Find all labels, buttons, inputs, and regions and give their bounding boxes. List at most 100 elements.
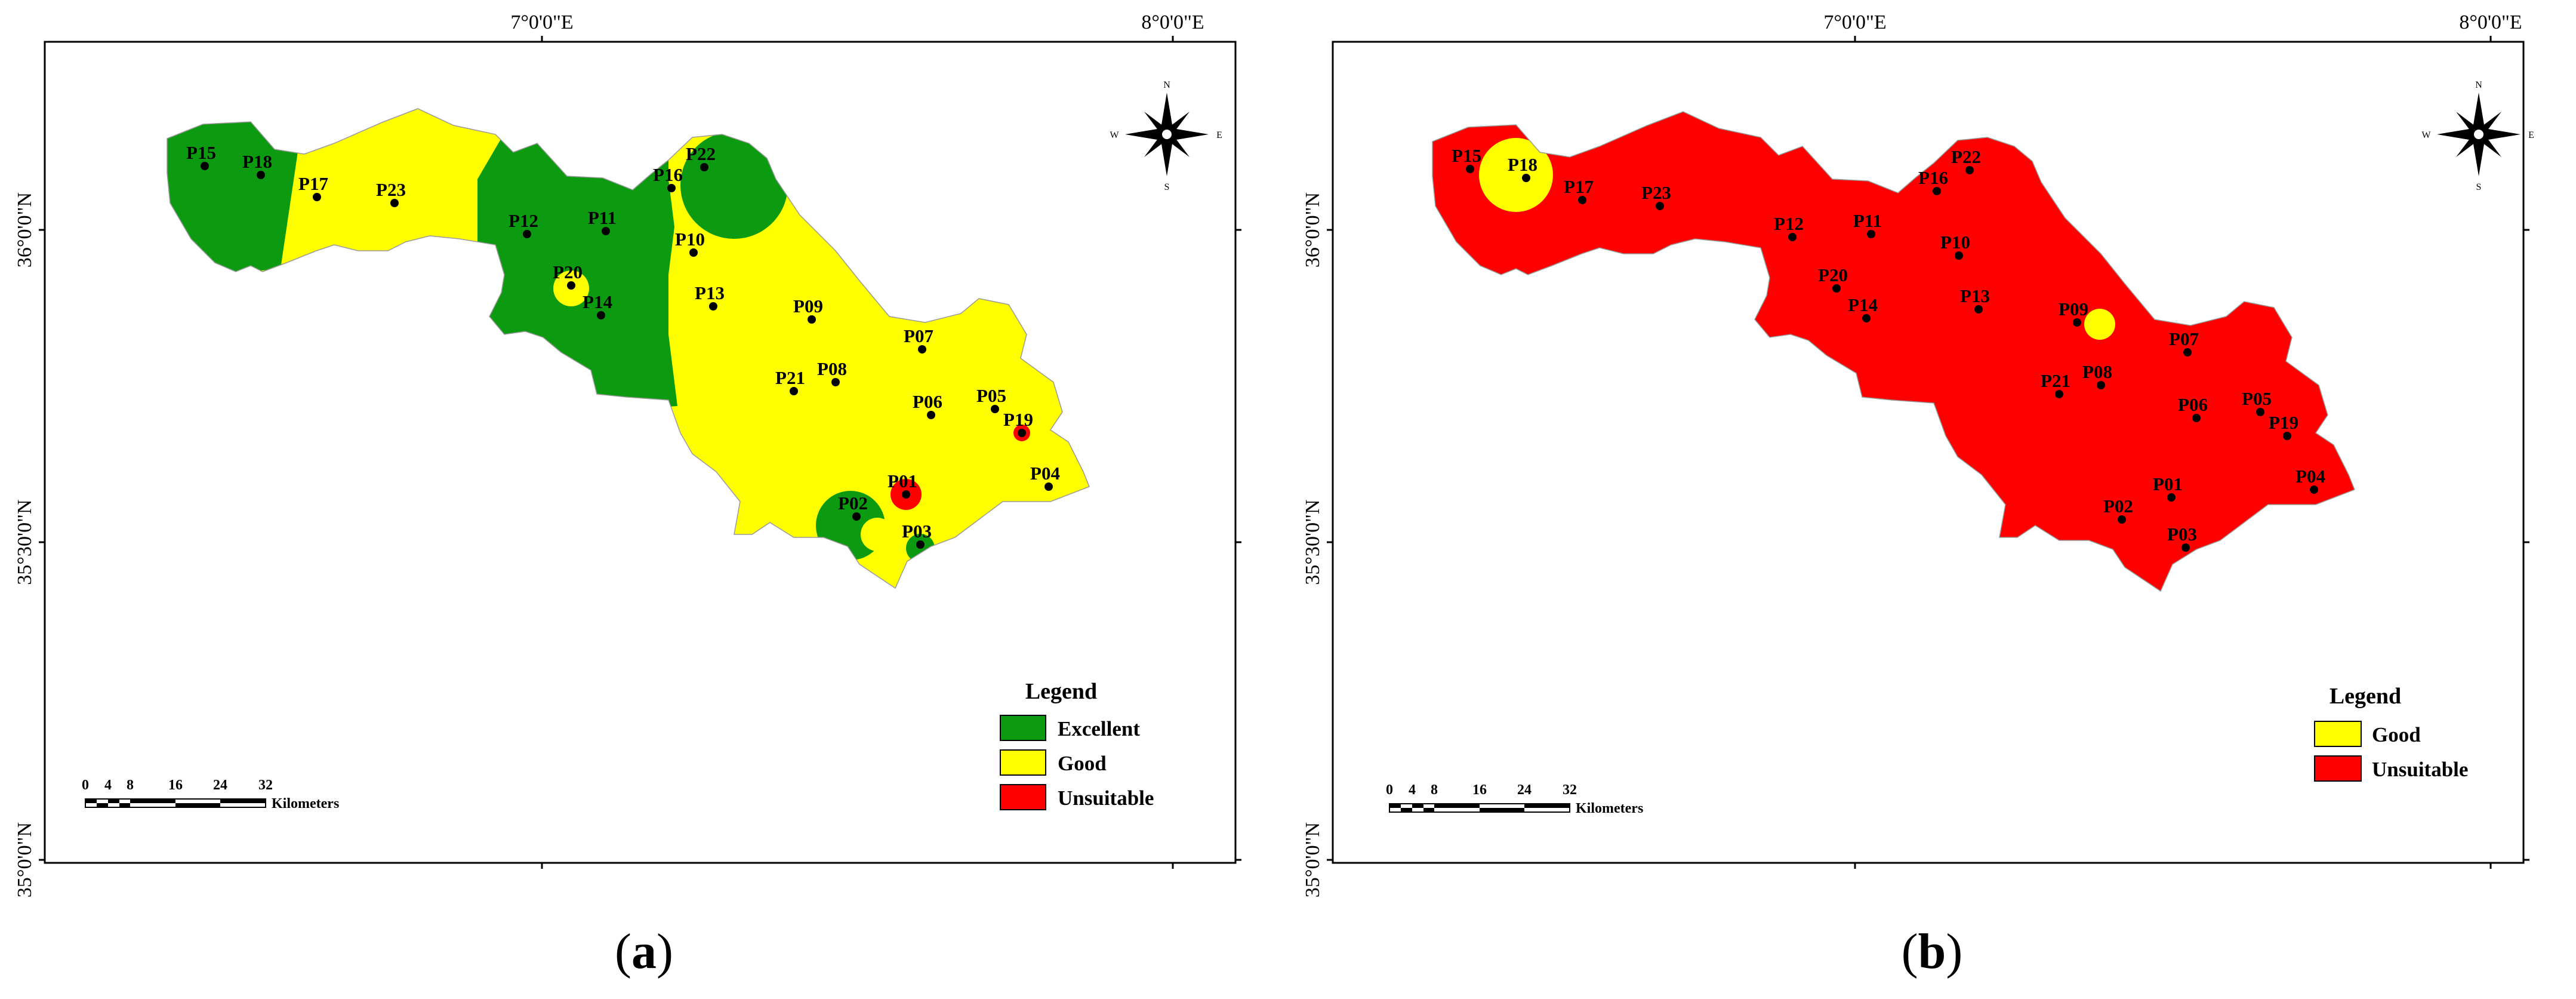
sample-label-p11: P11 (1853, 210, 1882, 231)
sample-label-p15: P15 (1452, 145, 1481, 166)
north-arrow-icon: N S E W (2421, 80, 2534, 192)
sample-point-p20 (1832, 284, 1841, 293)
sample-label-p17: P17 (298, 173, 328, 194)
lat-label-36n: 36°0'0"N (1302, 192, 1324, 268)
map-canvas-a: 7°0'0"E 8°0'0"E 36°0'0"N 35°30'0"N 35°0'… (14, 11, 1241, 897)
sample-label-p06: P06 (913, 391, 942, 412)
lon-label-8e: 8°0'0"E (1141, 11, 1204, 33)
legend-swatch-unsuitable (2314, 755, 2362, 782)
sample-point-p18 (257, 171, 265, 179)
sample-label-p18: P18 (242, 151, 272, 172)
sample-point-p07 (2183, 348, 2192, 356)
legend-label-good: Good (2372, 723, 2421, 746)
sample-point-p02 (2118, 515, 2126, 524)
svg-text:8: 8 (127, 777, 134, 793)
sample-label-p07: P07 (2169, 328, 2199, 349)
sample-point-p23 (390, 199, 399, 207)
sample-point-p16 (667, 184, 676, 192)
sample-point-p17 (313, 193, 321, 201)
caption-b: (b) (1901, 924, 1963, 979)
lon-label-8e: 8°0'0"E (2459, 11, 2522, 33)
sample-label-p05: P05 (976, 385, 1006, 406)
lat-label-36n: 36°0'0"N (14, 192, 36, 268)
sample-label-p22: P22 (686, 143, 716, 164)
sample-label-p09: P09 (2059, 299, 2088, 319)
lat-label-35n: 35°0'0"N (1302, 822, 1324, 897)
sample-point-p08 (831, 378, 840, 386)
sample-point-p07 (918, 345, 926, 354)
legend-title: Legend (1025, 679, 1097, 704)
caption-a: (a) (615, 924, 673, 979)
sample-point-p08 (2097, 381, 2105, 389)
sample-label-p17: P17 (1564, 176, 1594, 197)
sample-label-p09: P09 (793, 296, 823, 316)
sample-label-p03: P03 (902, 521, 932, 542)
sample-point-p01 (902, 490, 910, 499)
svg-text:E: E (2528, 130, 2534, 140)
legend-label-unsuitable: Unsuitable (2372, 758, 2468, 781)
sample-point-p01 (2167, 493, 2176, 502)
sample-label-p04: P04 (2295, 466, 2325, 487)
sample-point-p05 (2256, 408, 2264, 416)
sample-point-p03 (916, 540, 925, 549)
sample-label-p14: P14 (1848, 294, 1878, 315)
legend-label-good: Good (1058, 752, 1107, 775)
sample-point-p11 (1867, 230, 1875, 238)
sample-label-p23: P23 (376, 179, 406, 200)
sample-point-p19 (1018, 429, 1026, 437)
sample-label-p11: P11 (588, 207, 617, 228)
svg-text:Kilometers: Kilometers (1576, 801, 1643, 816)
sample-point-p21 (2055, 390, 2063, 398)
map-panel-b: 7°0'0"E 8°0'0"E 36°0'0"N 35°30'0"N 35°0'… (1288, 0, 2576, 999)
sample-label-p21: P21 (2041, 370, 2070, 391)
sample-point-p03 (2181, 543, 2190, 552)
svg-text:24: 24 (213, 777, 227, 793)
sample-label-p16: P16 (1918, 167, 1948, 188)
sample-point-p10 (689, 248, 698, 257)
north-arrow-icon: N S E W (1110, 80, 1222, 192)
sample-point-p15 (1466, 165, 1474, 173)
svg-text:S: S (1164, 182, 1170, 192)
lon-label-7e: 7°0'0"E (510, 11, 573, 33)
sample-point-p09 (808, 315, 816, 324)
sample-label-p12: P12 (509, 210, 538, 231)
sample-point-p14 (1862, 314, 1871, 322)
sample-point-p11 (602, 227, 610, 235)
svg-text:W: W (2421, 130, 2431, 140)
svg-text:16: 16 (1472, 782, 1487, 798)
sample-point-p15 (201, 162, 209, 170)
sample-label-p02: P02 (2103, 496, 2133, 517)
sample-point-p20 (567, 281, 575, 290)
zone-excellent-west (167, 109, 304, 281)
sample-point-p05 (991, 405, 999, 413)
svg-text:32: 32 (1563, 782, 1577, 798)
lon-label-7e: 7°0'0"E (1823, 11, 1886, 33)
sample-point-p22 (700, 163, 708, 171)
sample-label-p01: P01 (888, 471, 917, 491)
svg-text:N: N (1163, 80, 1170, 90)
sample-label-p13: P13 (1960, 285, 1990, 306)
sample-label-p04: P04 (1030, 463, 1060, 484)
svg-text:S: S (2476, 182, 2482, 192)
sample-label-p19: P19 (1003, 409, 1033, 430)
sample-point-p18 (1522, 174, 1530, 182)
sample-label-p13: P13 (695, 282, 725, 303)
sample-label-p08: P08 (817, 358, 847, 379)
zone-good-p02-notch (861, 518, 894, 551)
svg-text:4: 4 (1409, 782, 1416, 798)
sample-point-p06 (2192, 414, 2201, 422)
legend: Legend Excellent Good Unsuitable (1000, 679, 1154, 810)
sample-label-p03: P03 (2167, 524, 2197, 545)
sample-label-p08: P08 (2082, 361, 2112, 382)
sample-point-p04 (2310, 485, 2318, 494)
legend: Legend Good Unsuitable (2314, 684, 2468, 782)
sample-point-p14 (597, 311, 605, 319)
sample-label-p10: P10 (1940, 232, 1970, 253)
coordinate-ticks (39, 36, 1241, 869)
sample-label-p20: P20 (553, 262, 583, 282)
sample-label-p20: P20 (1818, 265, 1848, 285)
legend-swatch-unsuitable (1000, 784, 1046, 810)
sample-label-p23: P23 (1641, 182, 1671, 203)
lat-label-3530n: 35°30'0"N (14, 499, 36, 585)
